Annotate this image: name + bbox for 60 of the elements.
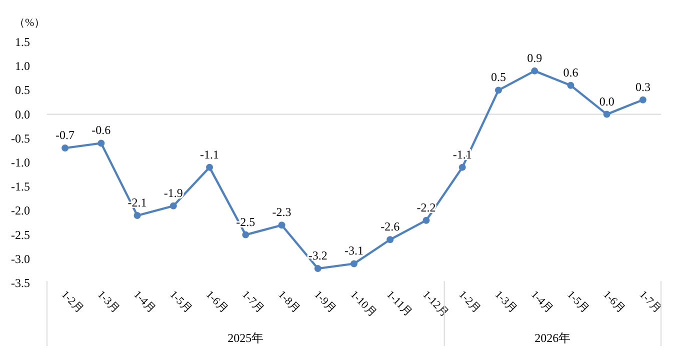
point <box>494 86 502 94</box>
point <box>458 164 466 171</box>
point <box>531 67 538 74</box>
data-label: 0.9 <box>527 50 542 65</box>
x-tick-label: 1-9月 <box>312 288 338 316</box>
x-tick-label: 1-7月 <box>636 288 664 316</box>
x-tick-label: 1-5月 <box>564 288 592 316</box>
data-label: 0.6 <box>563 65 578 80</box>
x-tick-label: 1-3月 <box>492 288 519 316</box>
y-tick-label: -3.0 <box>11 252 30 266</box>
x-tick-label: 1-5月 <box>167 288 194 316</box>
data-label: -3.1 <box>344 244 364 258</box>
data-label: -1.1 <box>200 147 220 162</box>
point <box>567 82 574 89</box>
point <box>242 231 250 238</box>
point <box>603 110 610 118</box>
y-tick-label: -0.5 <box>11 131 30 146</box>
data-label: -0.6 <box>92 123 111 138</box>
point <box>206 164 214 171</box>
y-tick-label: -2.5 <box>11 228 30 242</box>
y-tick-label: 1.5 <box>15 35 30 49</box>
point <box>422 216 430 224</box>
data-label: 0.3 <box>635 80 650 94</box>
y-tick-label: -3.5 <box>11 276 30 290</box>
point <box>278 222 286 229</box>
data-label: -2.3 <box>272 205 292 220</box>
x-tick-label: 1-2月 <box>456 288 483 316</box>
y-tick-label: -1.0 <box>11 156 30 170</box>
point <box>170 202 177 210</box>
point <box>62 144 69 152</box>
y-tick-label: -1.5 <box>11 180 30 194</box>
data-label: -1.9 <box>164 186 183 200</box>
data-label: -3.2 <box>308 248 328 263</box>
y-tick-label: 0.0 <box>15 107 30 122</box>
data-label: 0.5 <box>490 70 506 84</box>
data-label: -2.2 <box>416 200 436 214</box>
y-axis-title: （%） <box>14 17 46 29</box>
point <box>386 236 394 244</box>
x-tick-label: 1-6月 <box>203 288 230 316</box>
text: 2026年 <box>534 331 571 345</box>
point <box>314 265 322 272</box>
data-label: -2.6 <box>380 220 400 234</box>
x-tick-label: 1-3月 <box>95 288 122 316</box>
x-tick-label: 1-2月 <box>58 288 86 316</box>
x-tick-label: 1-6月 <box>600 288 628 316</box>
x-tick-label: 1-4月 <box>528 288 556 316</box>
point <box>134 212 141 220</box>
point <box>98 140 105 147</box>
point <box>350 260 358 268</box>
x-tick-label: 1-10月 <box>348 288 378 320</box>
point <box>639 96 646 104</box>
text: 2025年 <box>228 331 264 345</box>
data-label: -0.7 <box>56 128 75 142</box>
y-tick-label: 0.5 <box>15 83 30 98</box>
y-tick-label: -2.0 <box>11 204 30 218</box>
x-tick-label: 1-4月 <box>131 288 158 316</box>
x-tick-label: 1-7月 <box>240 288 266 316</box>
y-tick-label: 1.0 <box>15 59 30 74</box>
x-tick-label: 1-8月 <box>276 288 302 316</box>
data-label: 0.0 <box>599 94 614 108</box>
